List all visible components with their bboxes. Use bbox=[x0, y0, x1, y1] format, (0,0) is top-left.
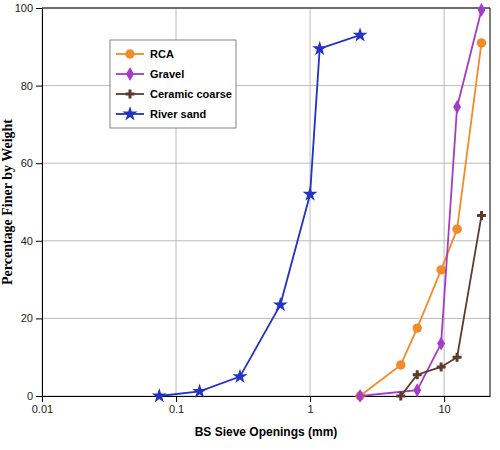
y-grid-line bbox=[42, 240, 490, 241]
y-tick-label: 100 bbox=[15, 2, 33, 14]
marker bbox=[477, 211, 486, 220]
series-line bbox=[360, 10, 481, 396]
x-tick-label: 1 bbox=[308, 403, 314, 415]
y-tick: 100 bbox=[15, 2, 42, 14]
marker bbox=[436, 265, 445, 274]
series-line bbox=[360, 43, 481, 396]
marker bbox=[356, 389, 364, 402]
x-grid-line bbox=[444, 8, 445, 396]
x-tick: 1 bbox=[308, 396, 314, 415]
x-tick-label: 0.1 bbox=[169, 403, 184, 415]
x-tick: 0.01 bbox=[32, 396, 53, 415]
marker bbox=[413, 383, 421, 397]
marker bbox=[152, 388, 167, 402]
legend-marker bbox=[125, 49, 134, 58]
y-grid-line bbox=[42, 8, 490, 9]
y-axis-title: Percentage Finer by Weight bbox=[0, 119, 15, 285]
y-tick: 0 bbox=[27, 390, 42, 402]
y-tick-label: 20 bbox=[21, 312, 33, 324]
y-tick-label: 80 bbox=[21, 80, 33, 92]
x-tick: 0.1 bbox=[169, 396, 184, 415]
legend-box bbox=[110, 40, 236, 128]
marker bbox=[303, 186, 318, 200]
grid bbox=[42, 8, 490, 396]
plot: 0.010.1110020406080100RCAGravelCeramic c… bbox=[15, 2, 491, 415]
y-tick: 80 bbox=[21, 80, 42, 92]
y-grid-line bbox=[42, 163, 490, 164]
x-tick-label: 10 bbox=[438, 403, 450, 415]
marker bbox=[477, 38, 486, 47]
y-tick-mark bbox=[36, 8, 42, 9]
y-grid-line bbox=[42, 318, 490, 319]
frame-top bbox=[42, 8, 490, 9]
legend-marker bbox=[122, 106, 137, 120]
frame-right bbox=[490, 8, 491, 396]
x-tick-mark bbox=[310, 396, 311, 402]
x-axis: 0.01 0.1 1 10 bbox=[32, 396, 491, 415]
y-tick-mark bbox=[36, 163, 42, 164]
marker bbox=[453, 100, 461, 114]
y-tick: 40 bbox=[21, 235, 42, 247]
marker bbox=[437, 362, 446, 371]
x-tick-mark bbox=[444, 396, 445, 402]
marker bbox=[396, 360, 405, 369]
x-tick: 10 bbox=[438, 396, 450, 415]
x-tick-mark bbox=[176, 396, 177, 402]
marker bbox=[232, 369, 247, 383]
legend-marker bbox=[126, 67, 134, 81]
legend-label: Ceramic coarse bbox=[150, 88, 232, 100]
y-axis: 0 20 40 60 80 100 bbox=[15, 2, 43, 402]
y-tick-mark bbox=[36, 86, 42, 87]
y-tick: 20 bbox=[21, 312, 42, 324]
x-tick-mark bbox=[42, 396, 43, 402]
series-line bbox=[401, 216, 482, 396]
legend-label: Gravel bbox=[150, 68, 184, 80]
y-tick-label: 60 bbox=[21, 157, 33, 169]
marker bbox=[312, 41, 327, 55]
y-tick-mark bbox=[36, 396, 42, 397]
y-tick-mark bbox=[36, 241, 42, 242]
marker bbox=[412, 323, 421, 332]
marker bbox=[452, 224, 461, 233]
marker bbox=[273, 297, 288, 311]
marker bbox=[353, 27, 368, 41]
x-grid-line bbox=[310, 8, 311, 396]
y-grid-line bbox=[42, 85, 490, 86]
x-axis-line bbox=[43, 396, 491, 397]
legend: RCA Gravel Ceramic coarse River sand bbox=[110, 40, 236, 128]
x-axis-title: BS Sieve Openings (mm) bbox=[195, 425, 338, 439]
y-tick-label: 40 bbox=[21, 235, 33, 247]
marker bbox=[477, 3, 485, 17]
legend-label: RCA bbox=[150, 48, 174, 60]
y-grid-line bbox=[42, 396, 490, 397]
legend-label: River sand bbox=[150, 108, 206, 120]
marker bbox=[396, 392, 405, 401]
y-axis-line bbox=[42, 9, 43, 397]
x-tick-label: 0.01 bbox=[32, 403, 53, 415]
legend-marker bbox=[126, 90, 135, 99]
y-tick-label: 0 bbox=[27, 390, 33, 402]
y-tick-mark bbox=[36, 318, 42, 319]
marker bbox=[192, 383, 207, 397]
y-tick: 60 bbox=[21, 157, 42, 169]
x-grid-line bbox=[42, 8, 43, 396]
marker bbox=[437, 337, 445, 351]
marker bbox=[413, 370, 422, 379]
marker bbox=[453, 353, 462, 362]
chart: 0.010.1110020406080100RCAGravelCeramic c… bbox=[0, 0, 500, 450]
